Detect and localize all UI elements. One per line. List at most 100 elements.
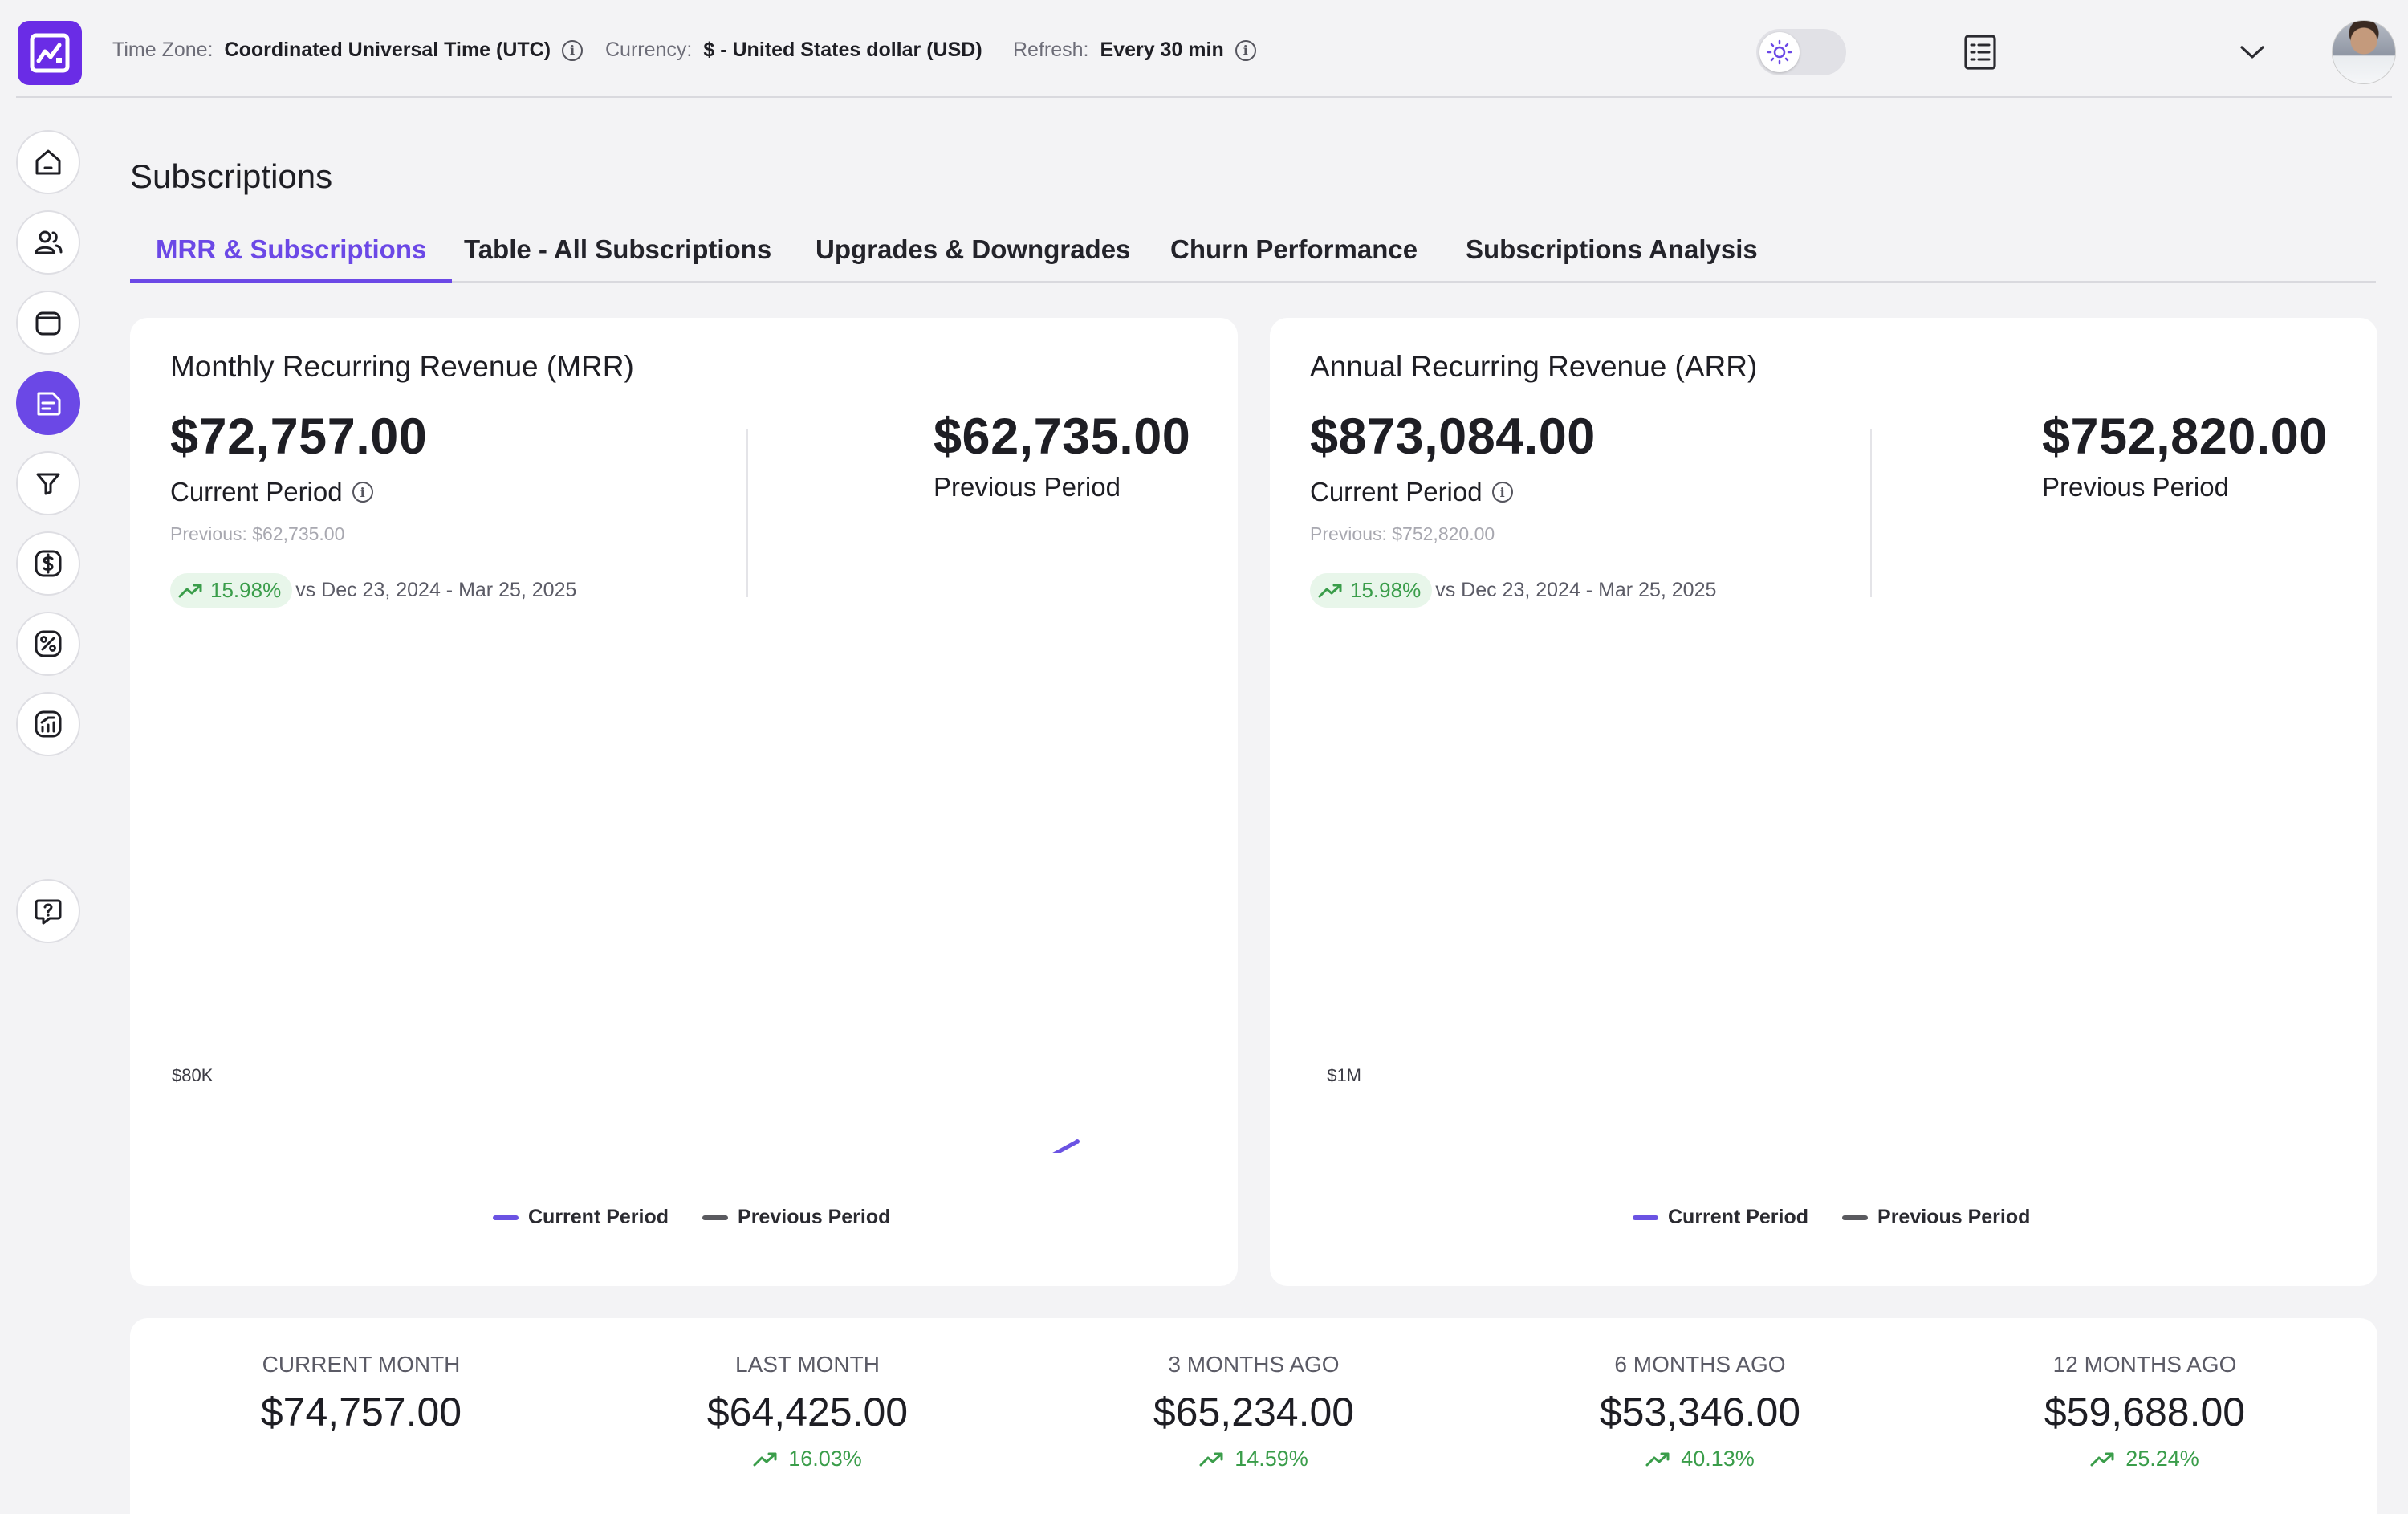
summary-current-month: CURRENT MONTH $74,757.00 [201, 1318, 522, 1435]
sidebar-item-help[interactable] [16, 879, 80, 943]
trend-up-icon [178, 584, 202, 597]
legend-current[interactable]: Current Period [1633, 1206, 1808, 1229]
home-icon [35, 149, 61, 175]
summary-change: 25.24% [1984, 1447, 2305, 1471]
summary-value: $59,688.00 [2044, 1390, 2246, 1435]
sidebar-item-wallet[interactable] [16, 291, 80, 355]
mrr-previous-value: $62,735.00 [934, 409, 1191, 465]
tab-churn-performance[interactable]: Churn Performance [1170, 234, 1418, 264]
arr-change-badge: 15.98% [1310, 573, 1433, 608]
arr-change-pct: 15.98% [1350, 578, 1422, 602]
legend-previous[interactable]: Previous Period [702, 1206, 890, 1229]
mrr-change-pct: 15.98% [210, 578, 282, 602]
tab-upgrades-downgrades[interactable]: Upgrades & Downgrades [816, 234, 1131, 264]
arr-legend: Current Period Previous Period [1633, 1206, 2030, 1229]
app-logo-icon[interactable] [18, 21, 82, 85]
timezone-info-icon[interactable]: i [562, 39, 584, 61]
tab-mrr-subscriptions[interactable]: MRR & Subscriptions [130, 230, 453, 283]
mrr-current-value: $72,757.00 [170, 409, 428, 465]
arr-card: Annual Recurring Revenue (ARR) $873,084.… [1270, 318, 2377, 1286]
wallet-icon [35, 311, 61, 336]
theme-toggle[interactable] [1756, 29, 1846, 75]
legend-previous-label: Previous Period [1877, 1206, 2031, 1228]
currency-label: Currency: [605, 39, 693, 61]
sidebar-item-customers[interactable] [16, 210, 80, 275]
arr-current-label-row: Current Period i [1310, 477, 1513, 507]
currency-value[interactable]: $ - United States dollar (USD) [703, 39, 982, 61]
page-title: Subscriptions [130, 157, 333, 195]
summary-label: LAST MONTH [735, 1352, 880, 1377]
mrr-divider [746, 429, 748, 597]
legend-current-label: Current Period [1668, 1206, 1809, 1228]
top-bar: Time Zone: Coordinated Universal Time (U… [16, 0, 2396, 98]
summary-change: 16.03% [647, 1447, 968, 1471]
mrr-info-icon[interactable]: i [352, 482, 373, 503]
series-line-current[interactable] [356, 1139, 1080, 1153]
arr-current-value: $873,084.00 [1310, 409, 1596, 465]
refresh-info-icon[interactable]: i [1235, 39, 1256, 61]
data-point-current[interactable] [1075, 1139, 1080, 1144]
dollar-icon [35, 550, 62, 577]
summary-label: 12 MONTHS AGO [2052, 1352, 2237, 1377]
mrr-previous-small: Previous: $62,735.00 [170, 523, 345, 544]
discount-icon [35, 630, 62, 657]
timezone-value[interactable]: Coordinated Universal Time (UTC) [224, 39, 551, 61]
arr-vs-text: vs Dec 23, 2024 - Mar 25, 2025 [1435, 579, 1717, 601]
legend-previous-label: Previous Period [738, 1206, 891, 1228]
sun-icon [1759, 32, 1800, 72]
chevron-down-icon[interactable] [2238, 40, 2267, 64]
summary-12-months-ago: 12 MONTHS AGO $59,688.00 25.24% [1984, 1318, 2305, 1471]
sidebar-item-subscriptions[interactable] [16, 371, 80, 435]
mrr-current-label-row: Current Period i [170, 477, 373, 507]
mrr-change-row: 15.98% vs Dec 23, 2024 - Mar 25, 2025 [170, 573, 576, 608]
legend-previous-swatch [702, 1215, 729, 1220]
trend-up-icon [753, 1452, 777, 1466]
summary-change-pct: 40.13% [1681, 1447, 1755, 1471]
currency-setting: Currency: $ - United States dollar (USD) [605, 39, 982, 62]
mrr-history-card: CURRENT MONTH $74,757.00 LAST MONTH $64,… [130, 1318, 2377, 1514]
sidebar-item-home[interactable] [16, 130, 80, 194]
sidebar-item-analytics[interactable] [16, 692, 80, 756]
summary-change-pct: 14.59% [1235, 1447, 1308, 1471]
summary-label: 6 MONTHS AGO [1614, 1352, 1786, 1377]
summary-value: $64,425.00 [706, 1390, 909, 1435]
arr-previous-label: Previous Period [2042, 472, 2229, 502]
sidebar-item-discounts[interactable] [16, 612, 80, 676]
arr-info-icon[interactable]: i [1491, 482, 1513, 503]
summary-value: $74,757.00 [260, 1390, 462, 1435]
mrr-change-badge: 15.98% [170, 573, 293, 608]
report-icon[interactable] [1962, 34, 1999, 71]
summary-label: 3 MONTHS AGO [1168, 1352, 1340, 1377]
arr-change-row: 15.98% vs Dec 23, 2024 - Mar 25, 2025 [1310, 573, 1716, 608]
summary-value: $65,234.00 [1153, 1390, 1355, 1435]
legend-current-label: Current Period [528, 1206, 669, 1228]
user-avatar[interactable] [2332, 20, 2396, 84]
tab-subscriptions-analysis[interactable]: Subscriptions Analysis [1466, 234, 1758, 264]
mrr-title: Monthly Recurring Revenue (MRR) [170, 350, 634, 383]
refresh-setting: Refresh: Every 30 min i [1013, 39, 1256, 62]
refresh-label: Refresh: [1013, 39, 1089, 61]
legend-previous[interactable]: Previous Period [1842, 1206, 2030, 1229]
sidebar-item-revenue[interactable] [16, 531, 80, 596]
summary-value: $53,346.00 [1599, 1390, 1801, 1435]
legend-current[interactable]: Current Period [493, 1206, 669, 1229]
sidebar-item-funnel[interactable] [16, 451, 80, 515]
tab-all-subscriptions[interactable]: Table - All Subscriptions [464, 234, 772, 264]
mrr-previous-label: Previous Period [934, 472, 1121, 502]
legend-current-swatch [493, 1215, 519, 1220]
mrr-vs-text: vs Dec 23, 2024 - Mar 25, 2025 [295, 579, 577, 601]
tab-bar: MRR & Subscriptions Table - All Subscrip… [130, 230, 2376, 283]
summary-6-months-ago: 6 MONTHS AGO $53,346.00 40.13% [1540, 1318, 1861, 1471]
arr-previous-value: $752,820.00 [2042, 409, 2328, 465]
summary-3-months-ago: 3 MONTHS AGO $65,234.00 14.59% [1093, 1318, 1414, 1471]
refresh-value[interactable]: Every 30 min [1100, 39, 1224, 61]
y-tick-label: $1M [1327, 1065, 1361, 1085]
analytics-icon [35, 710, 62, 738]
legend-current-swatch [1633, 1215, 1658, 1220]
mrr-chart: $50K$60K$70K$80KMar-2025Apr-2025May-2025… [172, 1065, 1080, 1153]
timezone-label: Time Zone: [112, 39, 214, 61]
summary-change: 14.59% [1093, 1447, 1414, 1471]
subscriptions-icon [37, 392, 61, 416]
summary-change-pct: 25.24% [2125, 1447, 2199, 1471]
users-icon [35, 230, 63, 254]
